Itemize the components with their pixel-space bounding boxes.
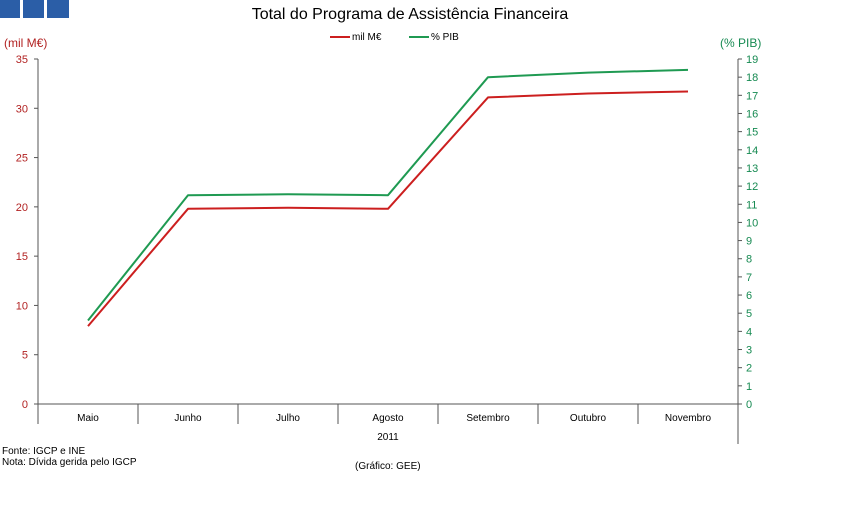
x-tick-label: Junho <box>174 413 202 424</box>
y2-tick-label: 0 <box>746 399 752 411</box>
y-tick-label: 5 <box>22 350 28 362</box>
y2-tick-label: 2 <box>746 363 752 375</box>
y2-tick-label: 8 <box>746 254 752 266</box>
logo-square-icon <box>47 0 69 18</box>
y2-tick-label: 15 <box>746 127 758 139</box>
y2-tick-label: 5 <box>746 308 752 320</box>
y-tick-label: 10 <box>16 300 28 312</box>
x-tick-label: Novembro <box>665 413 712 424</box>
y2-tick-label: 13 <box>746 163 758 175</box>
x-tick-label: Agosto <box>372 413 404 424</box>
logo-square-icon <box>23 0 44 18</box>
y2-tick-label: 14 <box>746 145 758 157</box>
y2-axis-label: (% PIB) <box>720 36 761 50</box>
y2-tick-label: 18 <box>746 72 758 84</box>
y2-tick-label: 10 <box>746 217 758 229</box>
y-tick-label: 20 <box>16 202 28 214</box>
x-tick-label: Julho <box>276 413 300 424</box>
chart-title: Total do Programa de Assistência Finance… <box>252 6 569 23</box>
y2-tick-label: 7 <box>746 272 752 284</box>
x-tick-label: Setembro <box>466 413 510 424</box>
y-tick-label: 30 <box>16 103 28 115</box>
y2-tick-label: 4 <box>746 326 752 338</box>
x-axis-label: 2011 <box>377 432 399 443</box>
y2-tick-label: 6 <box>746 290 752 302</box>
y2-tick-label: 16 <box>746 108 758 120</box>
y2-tick-label: 9 <box>746 236 752 248</box>
y2-tick-label: 11 <box>746 199 757 211</box>
legend-label: % PIB <box>431 32 459 43</box>
y2-tick-label: 3 <box>746 345 752 357</box>
source-note: Fonte: IGCP e INE <box>2 446 86 457</box>
y-tick-label: 25 <box>16 153 28 165</box>
series-line <box>87 90 689 327</box>
y2-tick-label: 1 <box>746 381 752 393</box>
y-axis-label: (mil M€) <box>4 36 47 50</box>
y2-tick-label: 17 <box>746 90 758 102</box>
y-tick-label: 0 <box>22 399 28 411</box>
legend-label: mil M€ <box>352 32 382 43</box>
y2-tick-label: 19 <box>746 54 758 66</box>
logo-square-icon <box>0 0 20 18</box>
y2-tick-label: 12 <box>746 181 758 193</box>
x-tick-label: Outubro <box>570 413 607 424</box>
debt-note: Nota: Dívida gerida pelo IGCP <box>2 457 137 468</box>
brand-logo <box>0 0 69 18</box>
chart-credit: (Gráfico: GEE) <box>355 461 421 472</box>
y-tick-label: 35 <box>16 54 28 66</box>
y-tick-label: 15 <box>16 251 28 263</box>
x-tick-label: Maio <box>77 413 99 424</box>
series-line <box>87 68 689 322</box>
